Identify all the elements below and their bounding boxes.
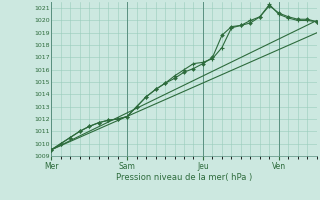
X-axis label: Pression niveau de la mer( hPa ): Pression niveau de la mer( hPa ): [116, 173, 252, 182]
